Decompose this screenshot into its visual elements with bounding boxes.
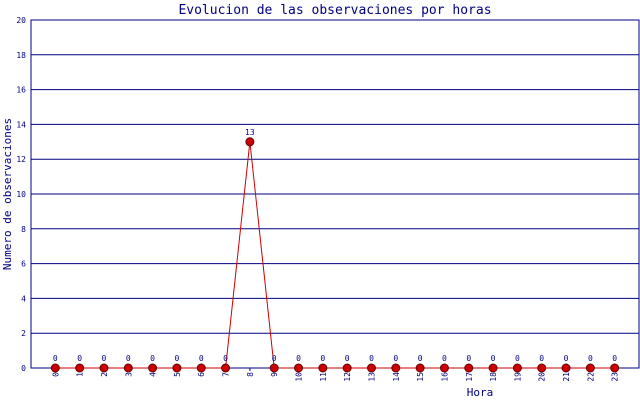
data-point	[366, 363, 376, 373]
y-tick-label: 12	[16, 155, 26, 164]
x-tick-label: 2	[100, 372, 109, 377]
data-label: 0	[588, 354, 593, 363]
data-label: 0	[199, 354, 204, 363]
x-tick-label: 5	[173, 372, 182, 377]
data-label: 0	[77, 354, 82, 363]
data-point	[221, 363, 231, 373]
data-point	[245, 137, 255, 147]
x-tick-label: 10	[295, 372, 304, 382]
data-label: 0	[564, 354, 569, 363]
y-tick-label: 10	[16, 190, 26, 199]
y-tick-label: 18	[16, 51, 26, 60]
data-point	[585, 363, 595, 373]
x-tick-label: 14	[392, 372, 401, 382]
data-label: 0	[102, 354, 107, 363]
data-label: 0	[442, 354, 447, 363]
data-point	[439, 363, 449, 373]
data-point	[172, 363, 182, 373]
x-tick-label: 15	[416, 372, 425, 382]
data-point	[99, 363, 109, 373]
data-label: 0	[418, 354, 423, 363]
x-tick-label: 1	[76, 372, 85, 377]
data-point	[512, 363, 522, 373]
data-label: 0	[126, 354, 131, 363]
data-point	[269, 363, 279, 373]
data-label: 0	[296, 354, 301, 363]
x-tick-label: 19	[513, 372, 522, 382]
x-tick-label: 21	[562, 372, 571, 382]
x-tick-label: 3	[124, 372, 133, 377]
y-axis-label: Numero de observaciones	[1, 118, 14, 270]
data-label: 0	[345, 354, 350, 363]
data-point	[610, 363, 620, 373]
x-tick-label: 9	[270, 372, 279, 377]
data-point	[415, 363, 425, 373]
y-tick-label: 16	[16, 86, 26, 95]
data-point	[488, 363, 498, 373]
data-line	[55, 141, 615, 369]
x-tick-label: 6	[197, 372, 206, 377]
y-tick-label: 2	[21, 329, 26, 338]
data-label: 0	[539, 354, 544, 363]
x-tick-label: 22	[586, 372, 595, 382]
data-label: 0	[393, 354, 398, 363]
y-tick-label: 0	[21, 364, 26, 373]
data-point	[391, 363, 401, 373]
data-point	[464, 363, 474, 373]
x-tick-label: 23	[611, 372, 620, 382]
data-label: 0	[223, 354, 228, 363]
y-tick-label: 20	[16, 16, 26, 25]
data-label: 0	[53, 354, 58, 363]
x-tick-label: 0	[51, 372, 60, 377]
data-label: 0	[272, 354, 277, 363]
x-tick-label: 18	[489, 372, 498, 382]
data-label: 0	[150, 354, 155, 363]
x-tick-label: 11	[319, 372, 328, 382]
data-label: 0	[175, 354, 180, 363]
data-point	[50, 363, 60, 373]
data-point	[75, 363, 85, 373]
data-point	[342, 363, 352, 373]
data-point	[561, 363, 571, 373]
x-tick-label: 12	[343, 372, 352, 382]
data-point	[196, 363, 206, 373]
data-label: 0	[491, 354, 496, 363]
data-label: 0	[320, 354, 325, 363]
data-label: 0	[612, 354, 617, 363]
data-label: 13	[245, 128, 255, 137]
x-tick-label: 8	[246, 372, 255, 377]
data-point	[318, 363, 328, 373]
chart-title: Evolucion de las observaciones por horas	[178, 3, 491, 18]
x-tick-label: 17	[465, 372, 474, 382]
y-tick-label: 4	[21, 294, 26, 303]
x-tick-label: 13	[367, 372, 376, 382]
x-tick-label: 7	[222, 372, 231, 377]
y-tick-label: 14	[16, 120, 26, 129]
data-point	[148, 363, 158, 373]
x-axis-label: Hora	[467, 386, 494, 399]
data-label: 0	[369, 354, 374, 363]
data-label: 0	[515, 354, 520, 363]
data-point	[123, 363, 133, 373]
data-point	[537, 363, 547, 373]
data-point	[294, 363, 304, 373]
y-tick-label: 8	[21, 225, 26, 234]
data-label: 0	[466, 354, 471, 363]
x-tick-label: 20	[538, 372, 547, 382]
y-tick-label: 6	[21, 260, 26, 269]
x-tick-label: 16	[440, 372, 449, 382]
x-tick-label: 4	[149, 372, 158, 377]
